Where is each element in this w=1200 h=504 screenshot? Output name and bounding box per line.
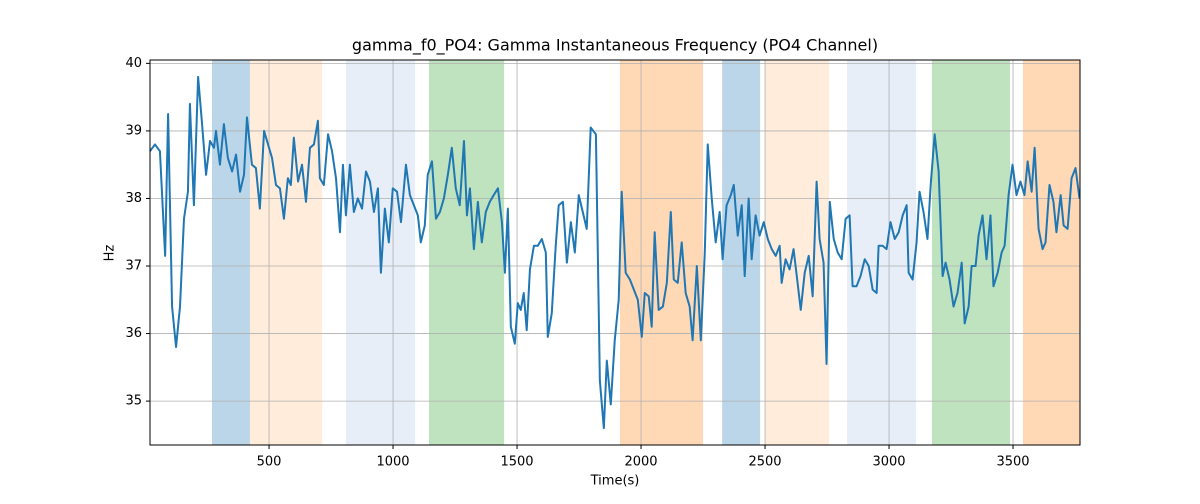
shaded-span <box>765 60 830 445</box>
x-tick-label: 1500 <box>500 455 533 470</box>
y-tick-label: 37 <box>125 259 142 274</box>
y-tick-label: 39 <box>125 123 142 138</box>
data-line <box>149 75 1081 430</box>
x-tick-label: 2500 <box>748 455 781 470</box>
y-tick-label: 40 <box>125 56 142 71</box>
x-tick-label: 3000 <box>872 455 905 470</box>
y-axis-label: Hz <box>103 245 118 262</box>
shaded-span <box>212 60 250 445</box>
x-tick-label: 2000 <box>624 455 657 470</box>
shaded-span <box>931 60 1011 445</box>
y-tick-label: 36 <box>125 326 142 341</box>
shaded-span <box>722 60 761 445</box>
chart-title: gamma_f0_PO4: Gamma Instantaneous Freque… <box>352 36 878 56</box>
shaded-span <box>249 60 323 445</box>
x-tick-label: 500 <box>257 455 282 470</box>
shaded-span <box>847 60 917 445</box>
x-tick-label: 3500 <box>996 455 1029 470</box>
shaded-span <box>1022 60 1080 445</box>
y-tick-label: 38 <box>125 191 142 206</box>
x-tick-label: 1000 <box>376 455 409 470</box>
shaded-span <box>619 60 704 445</box>
y-tick-label: 35 <box>125 394 142 409</box>
plot-frame <box>149 59 1081 446</box>
x-axis-label: Time(s) <box>590 474 640 489</box>
shaded-span <box>429 60 505 445</box>
